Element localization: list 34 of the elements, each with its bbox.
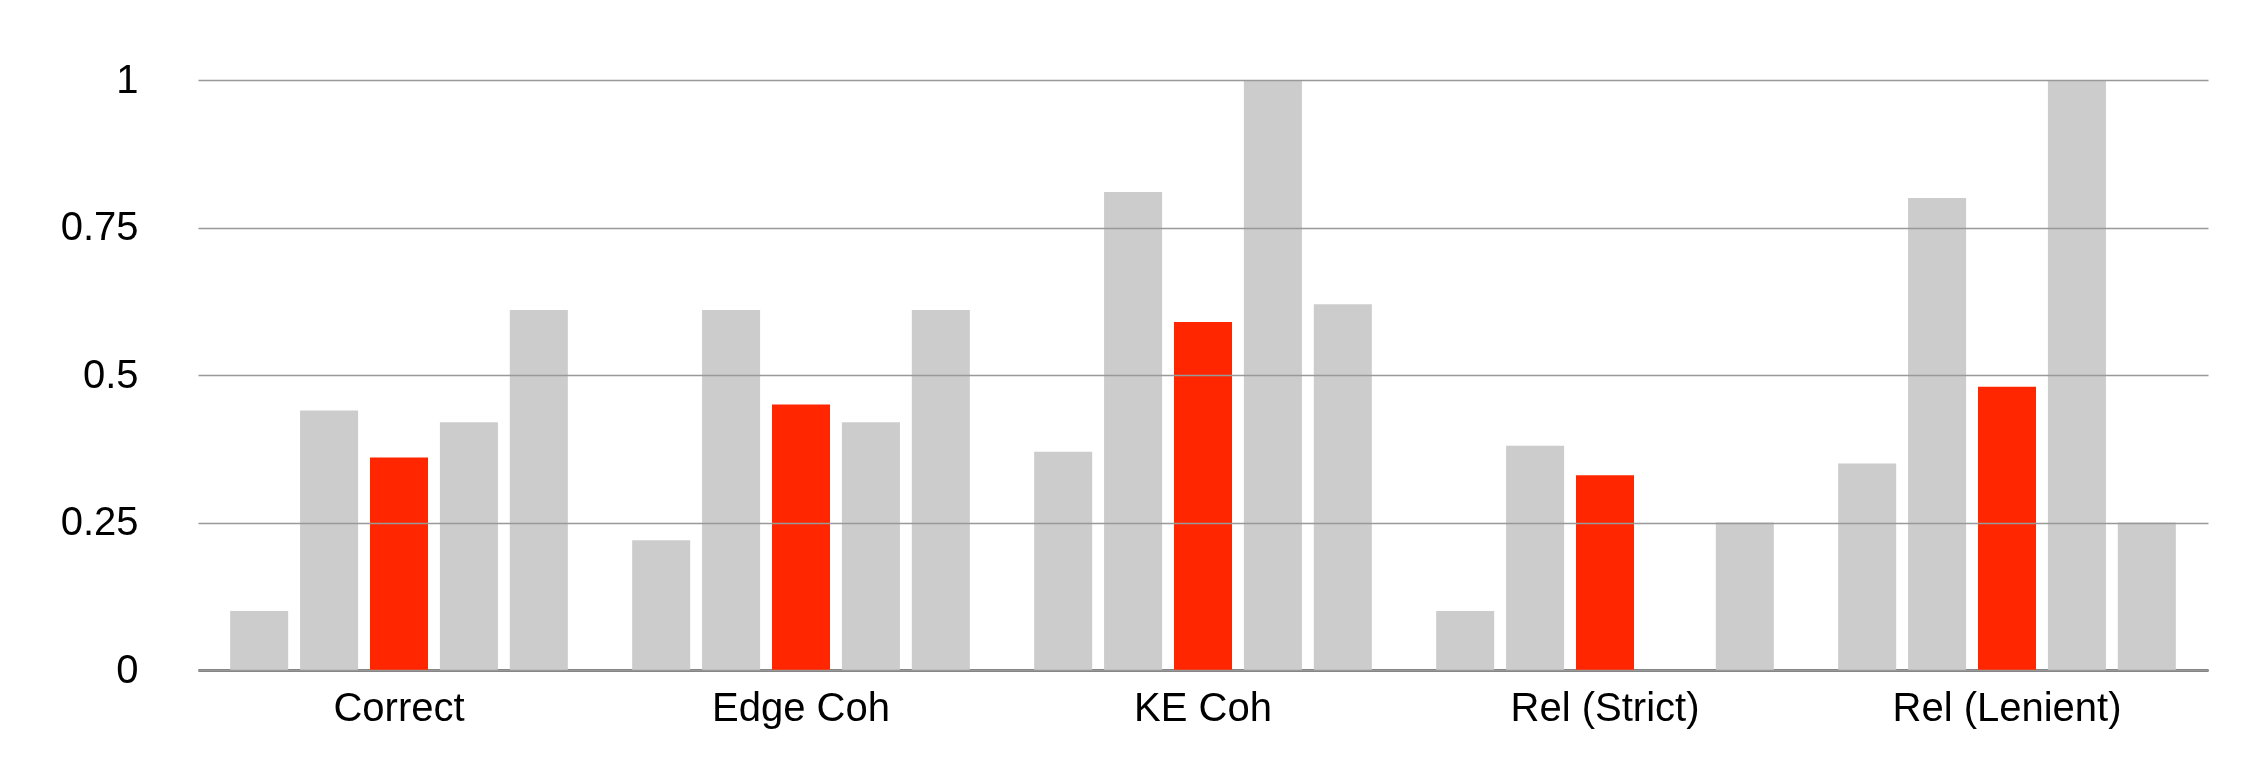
bar bbox=[1977, 386, 2037, 670]
y-tick-label: 0.25 bbox=[60, 499, 139, 543]
y-tick-label: 0.75 bbox=[60, 204, 139, 248]
bar bbox=[1104, 192, 1163, 670]
bar bbox=[230, 611, 289, 670]
x-tick-label: Rel (Strict) bbox=[1510, 684, 1700, 729]
bar bbox=[439, 422, 498, 670]
bar bbox=[1506, 445, 1565, 670]
x-tick-label: Rel (Lenient) bbox=[1892, 684, 2122, 729]
bar bbox=[1034, 451, 1093, 670]
x-tick-label: Correct bbox=[333, 684, 465, 729]
bar bbox=[632, 540, 691, 670]
x-tick-label: KE Coh bbox=[1134, 684, 1272, 729]
bar bbox=[1575, 475, 1635, 670]
bar bbox=[1243, 80, 1302, 670]
bar bbox=[911, 310, 970, 670]
x-tick-label: Edge Coh bbox=[712, 684, 890, 729]
bar bbox=[2047, 80, 2106, 670]
bar bbox=[702, 310, 761, 670]
bar bbox=[1908, 198, 1967, 670]
bar bbox=[771, 404, 831, 670]
bar bbox=[1173, 321, 1233, 670]
y-tick-label: 0 bbox=[116, 646, 139, 691]
bar bbox=[1313, 304, 1372, 670]
bar bbox=[509, 310, 568, 670]
bar bbox=[2117, 522, 2176, 670]
y-tick-label: 1 bbox=[116, 56, 139, 101]
bar bbox=[369, 457, 429, 670]
bar bbox=[300, 410, 359, 670]
y-tick-label: 0.5 bbox=[82, 351, 139, 396]
bar bbox=[1838, 463, 1897, 670]
bar bbox=[1436, 611, 1495, 670]
bar bbox=[841, 422, 900, 670]
bar bbox=[1715, 522, 1774, 670]
